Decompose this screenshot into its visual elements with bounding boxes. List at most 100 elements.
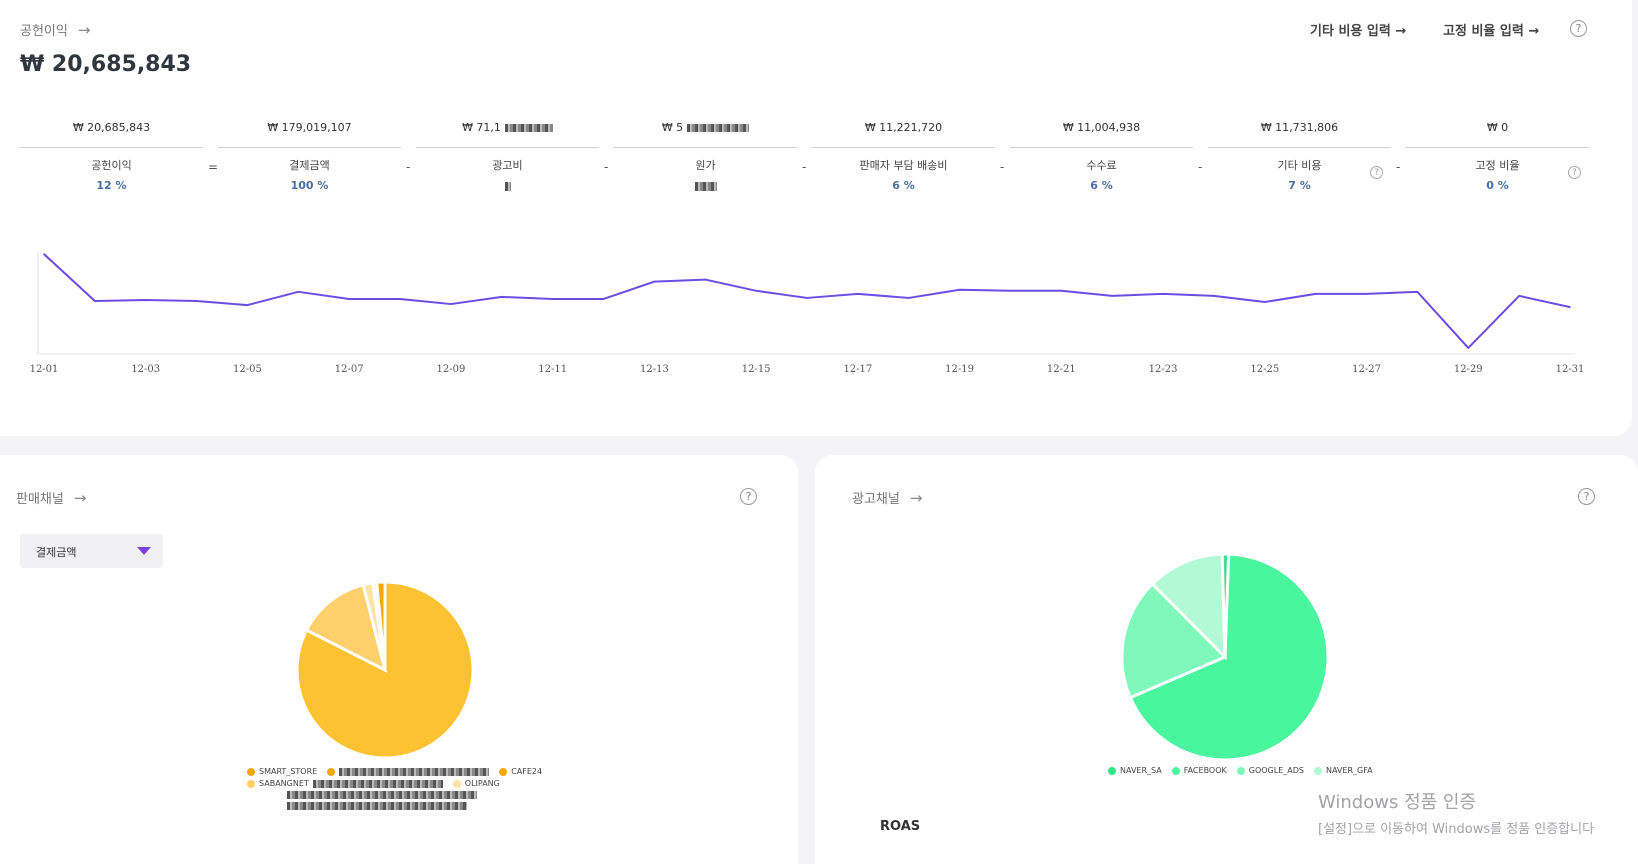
sales-channel-legend: SMART_STORE CAFE24 SABANGNET OLIPANG <box>247 767 547 810</box>
metric-operator: - <box>604 160 609 174</box>
redacted-value <box>687 124 750 132</box>
x-tick-label: 12-17 <box>843 364 872 375</box>
profit-title-link[interactable]: 공헌이익 → <box>20 20 90 40</box>
metric-label: 고정 비율 <box>1475 159 1520 172</box>
legend-dot <box>1236 766 1245 775</box>
metric-operator: - <box>1000 160 1005 174</box>
data-point <box>450 303 452 305</box>
metric-value: ₩ 11,004,938 <box>1010 120 1193 148</box>
data-point <box>1416 291 1419 293</box>
metric-percent: 6 % <box>1090 179 1113 192</box>
ad-channel-title-link[interactable]: 광고채널 → <box>852 488 923 508</box>
metric-value-text: ₩ 11,004,938 <box>1062 121 1141 134</box>
series-line <box>43 253 1571 349</box>
roas-title: ROAS <box>880 819 921 834</box>
metric-label: 결제금액 <box>289 159 330 172</box>
metric-operator: = <box>208 160 219 174</box>
legend-item[interactable]: CAFE24 <box>499 767 542 776</box>
legend-item[interactable]: SMART_STORE <box>247 767 317 776</box>
data-point <box>195 300 198 302</box>
x-tick-label: 12-29 <box>1454 364 1483 375</box>
help-icon[interactable]: ? <box>1570 20 1587 37</box>
data-point <box>704 278 707 281</box>
redacted-label <box>287 802 467 810</box>
legend-label: CAFE24 <box>511 767 543 776</box>
x-tick-label: 12-05 <box>233 364 262 375</box>
legend-dot <box>499 767 508 776</box>
data-point <box>1518 295 1520 297</box>
watermark-line2: [설정]으로 이동하여 Windows를 정품 인증합니다 <box>1318 822 1595 837</box>
legend-label: SABANGNET <box>259 779 309 788</box>
x-tick-label: 12-31 <box>1556 364 1585 375</box>
metric-label: 판매자 부담 배송비 <box>859 159 948 172</box>
x-tick-label: 12-27 <box>1352 364 1381 375</box>
arrow-right-icon: → <box>909 488 923 507</box>
x-tick-label: 12-21 <box>1047 364 1076 375</box>
metric-value: ₩ 0 <box>1406 120 1589 148</box>
data-point <box>297 291 300 293</box>
metric-1: ₩ 179,019,107 결제금액 100 % <box>218 120 401 192</box>
legend-item[interactable]: FACEBOOK <box>1171 766 1227 775</box>
metric-3: ₩ 5 원가 <box>614 120 797 192</box>
data-point <box>1111 295 1113 297</box>
help-icon[interactable]: ? <box>1370 166 1383 179</box>
metric-value: ₩ 5 <box>614 120 797 148</box>
legend-item[interactable] <box>327 767 490 776</box>
sales-channel-title: 판매채널 <box>16 492 64 507</box>
legend-item[interactable]: OLIPANG <box>452 779 500 788</box>
pie-slice[interactable] <box>304 582 388 673</box>
legend-dot <box>247 779 255 788</box>
other-cost-input-link[interactable]: 기타 비용 입력 → <box>1310 24 1407 39</box>
metric-operator: - <box>406 160 411 174</box>
data-point <box>1009 290 1012 292</box>
legend-item[interactable]: SABANGNET <box>247 779 443 788</box>
help-icon[interactable]: ? <box>1578 488 1595 505</box>
profit-total-value: ₩ 20,685,843 <box>20 52 192 77</box>
data-point <box>1365 293 1368 295</box>
data-point <box>1213 295 1215 297</box>
help-icon[interactable]: ? <box>1568 166 1581 179</box>
legend-dot <box>452 779 461 788</box>
x-tick-label: 12-15 <box>742 364 771 375</box>
metric-label: 공헌이익 <box>91 159 132 172</box>
pie-slice[interactable] <box>1120 581 1228 700</box>
ad-channel-pie-chart <box>1120 552 1330 762</box>
x-tick-label: 12-07 <box>335 364 364 375</box>
x-tick-label: 12-25 <box>1250 364 1279 375</box>
help-icon[interactable]: ? <box>740 488 757 505</box>
legend-item[interactable] <box>287 802 467 810</box>
legend-item[interactable]: GOOGLE_ADS <box>1236 766 1304 775</box>
metric-percent: 100 % <box>290 179 329 192</box>
sales-channel-title-link[interactable]: 판매채널 → <box>16 488 86 508</box>
legend-label: NAVER_GFA <box>1325 766 1373 775</box>
profit-line-chart: 12-01 12-03 12-05 12-07 12-09 12-11 12-13 12-15… <box>30 252 1585 375</box>
x-tick-label: 12-01 <box>30 364 59 375</box>
pie-slice[interactable] <box>1220 552 1231 658</box>
metric-percent: 0 % <box>1486 179 1509 192</box>
pie-slice[interactable] <box>375 580 387 671</box>
legend-label: FACEBOOK <box>1183 766 1227 775</box>
pie-slice[interactable] <box>1150 552 1227 661</box>
legend-item[interactable] <box>287 791 477 799</box>
metric-value: ₩ 11,221,720 <box>812 120 995 148</box>
legend-item[interactable]: NAVER_SA <box>1108 766 1162 775</box>
metric-value-text: ₩ 20,685,843 <box>72 121 151 134</box>
watermark-line1: Windows 정품 인증 <box>1318 792 1477 813</box>
data-point <box>1060 290 1063 292</box>
metric-select-value: 결제금액 <box>36 546 77 559</box>
ad-channel-title: 광고채널 <box>852 492 900 507</box>
metric-select[interactable]: 결제금액 <box>20 534 163 568</box>
data-point <box>653 280 656 283</box>
pie-slice[interactable] <box>1128 552 1330 762</box>
metric-percent: 6 % <box>892 179 915 192</box>
metric-percent <box>614 179 797 192</box>
x-tick-label: 12-09 <box>437 364 466 375</box>
x-tick-label: 12-03 <box>131 364 160 375</box>
metric-6: ₩ 11,731,806 기타 비용 7 %? <box>1208 120 1391 192</box>
legend-item[interactable]: NAVER_GFA <box>1313 766 1373 775</box>
data-point <box>1569 306 1571 308</box>
legend-label: NAVER_SA <box>1120 766 1162 775</box>
fixed-ratio-input-link[interactable]: 고정 비율 입력 → <box>1443 24 1540 39</box>
data-point <box>907 297 910 299</box>
redacted-value <box>504 124 553 132</box>
